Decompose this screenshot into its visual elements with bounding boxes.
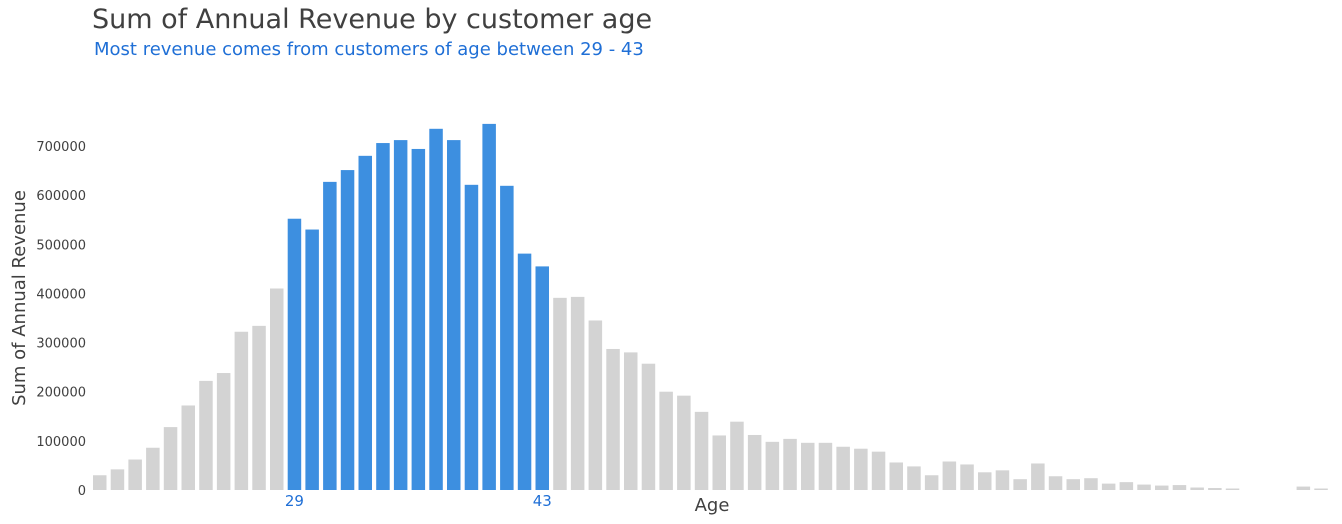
bar-age-24 <box>199 380 213 490</box>
bar-age-67 <box>960 464 974 490</box>
bar-age-48 <box>624 352 638 490</box>
bar-age-37 <box>429 128 443 491</box>
bar-age-78 <box>1155 485 1169 490</box>
x-ticks-group: 29 43 <box>285 492 552 510</box>
bar-age-77 <box>1137 484 1151 490</box>
bar-age-68 <box>978 472 992 490</box>
bar-age-52 <box>694 411 709 490</box>
bar-age-61 <box>854 448 868 490</box>
bar-age-22 <box>163 427 178 490</box>
bar-age-21 <box>146 447 160 490</box>
bar-age-23 <box>181 405 195 490</box>
bar-age-60 <box>836 446 850 490</box>
bar-age-31 <box>323 181 337 490</box>
bar-age-29 <box>287 218 302 491</box>
bar-age-30 <box>305 229 319 491</box>
y-ticks-group: 0 100000 200000 300000 400000 500000 600000 700… <box>36 140 86 499</box>
bar-age-75 <box>1101 483 1116 490</box>
chart-title: Sum of Annual Revenue by customer age <box>92 4 653 35</box>
bar-age-26 <box>234 331 249 490</box>
bar-age-32 <box>340 170 355 490</box>
bar-age-86 <box>1296 486 1311 490</box>
y-tick-label: 300000 <box>36 337 86 352</box>
bar-age-49 <box>641 363 656 490</box>
bar-age-43 <box>535 266 549 490</box>
bar-age-73 <box>1066 479 1080 490</box>
bar-age-66 <box>942 461 957 490</box>
bar-age-81 <box>1208 488 1222 490</box>
bar-age-44 <box>553 297 567 490</box>
bar-age-39 <box>464 184 479 490</box>
y-tick-label: 200000 <box>36 386 86 401</box>
x-axis-label: Age <box>695 495 730 516</box>
bar-age-80 <box>1190 487 1204 490</box>
bar-age-74 <box>1084 478 1098 490</box>
bar-age-47 <box>606 348 620 490</box>
bar-age-51 <box>677 395 691 490</box>
bar-age-65 <box>924 475 939 490</box>
x-tick-label: 43 <box>533 492 552 510</box>
y-tick-label: 600000 <box>36 189 86 204</box>
x-tick-label: 29 <box>285 492 304 510</box>
bar-age-19 <box>110 469 125 490</box>
bar-age-45 <box>570 296 585 490</box>
bar-age-69 <box>995 470 1010 490</box>
bar-age-63 <box>889 462 903 490</box>
bar-age-40 <box>482 123 496 490</box>
bar-age-57 <box>783 438 797 490</box>
chart-subtitle: Most revenue comes from customers of age… <box>94 39 644 60</box>
bar-age-35 <box>393 140 408 490</box>
y-tick-label: 100000 <box>36 435 86 450</box>
bar-age-28 <box>270 288 284 490</box>
y-tick-label: 400000 <box>36 287 86 302</box>
bar-age-72 <box>1048 476 1063 490</box>
y-axis-label: Sum of Annual Revenue <box>9 190 30 406</box>
bar-age-59 <box>818 442 833 490</box>
bar-age-70 <box>1013 479 1027 490</box>
bar-age-87 <box>1314 488 1328 490</box>
bar-age-18 <box>93 475 107 490</box>
bar-age-27 <box>252 325 266 490</box>
bar-age-79 <box>1172 485 1187 490</box>
bar-age-82 <box>1225 488 1240 490</box>
bar-age-71 <box>1031 463 1045 490</box>
y-tick-label: 0 <box>78 484 86 499</box>
bar-age-64 <box>907 466 921 490</box>
bar-age-20 <box>128 459 142 490</box>
bar-age-34 <box>376 143 390 491</box>
bar-age-33 <box>358 155 372 490</box>
bar-age-62 <box>871 451 886 490</box>
bar-age-50 <box>659 391 673 490</box>
bars-group <box>93 123 1328 491</box>
bar-age-46 <box>588 320 603 490</box>
y-tick-label: 700000 <box>36 140 86 155</box>
bar-age-36 <box>411 148 426 490</box>
bar-age-56 <box>765 441 780 490</box>
bar-age-58 <box>801 442 815 490</box>
bar-age-54 <box>730 421 744 490</box>
bar-age-38 <box>447 140 461 490</box>
y-tick-label: 500000 <box>36 238 86 253</box>
bar-age-76 <box>1119 482 1134 490</box>
bar-age-55 <box>747 434 762 490</box>
bar-age-25 <box>216 373 231 490</box>
bar-age-41 <box>500 185 514 490</box>
bar-age-42 <box>517 253 532 490</box>
bar-age-53 <box>712 435 726 490</box>
